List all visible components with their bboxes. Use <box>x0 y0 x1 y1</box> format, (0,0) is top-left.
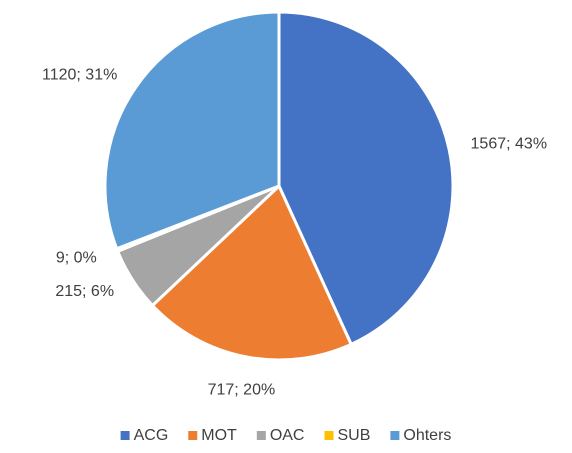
legend-label: ACG <box>134 427 169 444</box>
data-label: 9; 0% <box>56 249 97 266</box>
pie-slice <box>277 10 455 347</box>
legend-swatch <box>390 431 400 440</box>
legend-label: SUB <box>337 427 370 444</box>
data-label: 717; 20% <box>208 382 276 399</box>
data-label: 1120; 31% <box>42 66 117 83</box>
legend-swatch <box>256 431 266 440</box>
legend-label: MOT <box>201 427 237 444</box>
pie-slice <box>150 183 354 362</box>
legend-swatch <box>188 431 198 440</box>
legend-swatch <box>120 431 130 440</box>
legend-label: OAC <box>270 427 305 444</box>
legend-label: Ohters <box>403 427 451 444</box>
pie-slice <box>103 10 281 251</box>
legend-swatch <box>324 431 334 440</box>
data-label: 1567; 43% <box>471 136 548 153</box>
data-label: 215; 6% <box>55 283 114 300</box>
